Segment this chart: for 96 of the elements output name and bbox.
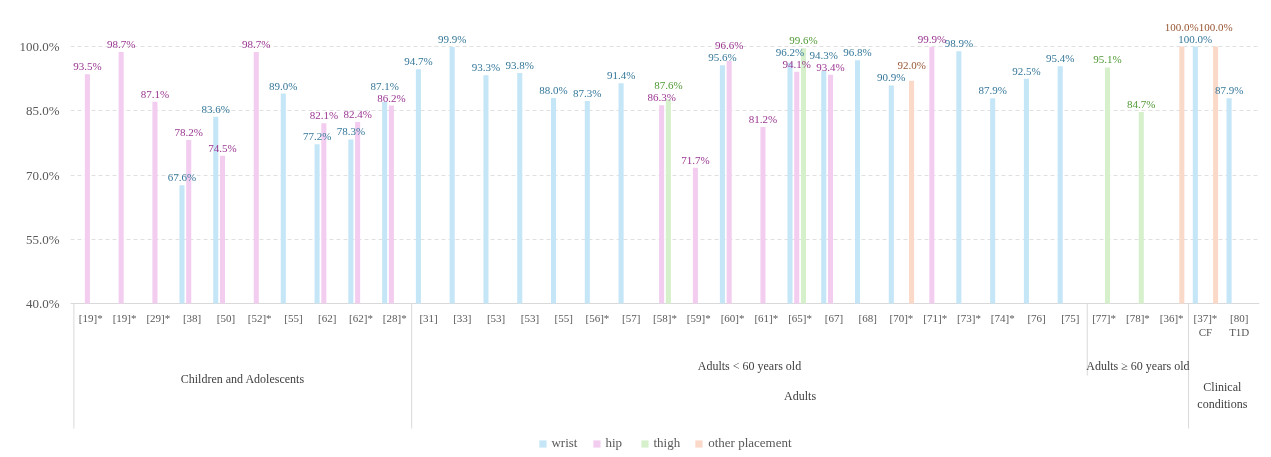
data-label: 98.7% [242,38,271,51]
legend-label: wrist [551,435,578,451]
legend-label: hip [605,435,624,451]
data-label: 87.6% [654,79,683,92]
x-tick-label: [70]* [889,311,914,324]
data-label: 82.4% [343,107,372,120]
data-label: 74.5% [208,141,237,154]
x-tick-label: [56]* [585,311,610,324]
y-tick-label: 85.0% [25,103,60,119]
y-tick-label: 70.0% [25,167,60,183]
x-tick-label: [36]* [1159,311,1184,324]
data-label: 94.1% [782,57,811,70]
data-label: 86.2% [377,91,406,104]
x-tick-label: [78]* [1125,311,1150,324]
x-tick-label: [57] [622,311,641,324]
text: Clinical conditions [1197,380,1248,411]
data-label: 77.2% [302,130,332,143]
x-tick-label: [55] [284,311,303,324]
x-tick-label: [77]* [1092,311,1117,324]
data-label: 100.0% [1164,20,1199,33]
x-tick-label: [19]* [112,311,137,324]
y-tick-label: 55.0% [25,231,60,247]
data-label: 78.3% [336,125,366,138]
data-label: 98.7% [106,38,136,51]
x-tick-label: [28]* [382,311,407,324]
x-tick-label: [67] [824,311,844,324]
x-tick-label: [59]* [686,311,711,324]
text: Adults [784,388,817,403]
x-tick-label: [33] [453,311,472,324]
x-tick-label: [60]* [720,311,745,324]
data-label: 94.3% [809,48,838,61]
x-tick-label: [73]* [957,311,981,324]
data-label: 93.5% [73,60,102,73]
x-tick-label: [76] [1027,311,1046,324]
x-tick-label: [80] T1D [1229,311,1250,338]
data-label: 87.9% [1214,84,1244,97]
text: Adults ≥ 60 years old [1086,358,1190,373]
data-label: 86.3% [647,91,676,104]
x-tick-label: [74]* [990,311,1015,324]
x-tick-label: [29]* [146,311,171,324]
data-label: 96.2% [775,45,805,58]
data-label: 91.4% [606,69,636,82]
x-tick-label: [65]* [788,311,813,324]
data-label: 93.3% [471,61,501,74]
data-label: 94.7% [404,55,433,68]
x-tick-label: [38] [182,311,202,324]
data-label: 89.0% [269,79,298,92]
data-label: 71.7% [681,153,710,166]
x-tick-label: [68] [858,311,877,324]
legend-label: other placement [708,435,792,451]
data-label: 87.1% [370,79,399,92]
x-tick-label: [52]* [247,311,272,324]
data-label: 100.0% [1178,32,1213,45]
data-label: 99.6% [789,33,818,46]
x-tick-label: [61]* [754,311,779,324]
data-label: 95.1% [1093,53,1122,66]
data-label: 96.6% [714,39,744,52]
data-label: 92.0% [897,59,926,72]
x-tick-label: [71]* [923,311,948,324]
x-tick-label: [50] [216,311,236,324]
data-label: 83.6% [201,102,230,115]
legend-label: thigh [653,435,681,451]
data-label: 87.3% [573,86,602,99]
text: Children and Adolescents [180,371,305,386]
data-label: 87.1% [140,87,170,100]
data-label: 90.9% [877,71,906,84]
x-tick-label: [19]* [78,311,103,324]
x-tick-label: [75] [1061,311,1080,324]
data-label: 99.9% [437,32,467,45]
data-label: 96.8% [843,46,872,59]
data-label: 98.9% [944,37,974,50]
data-label: 95.6% [708,51,737,64]
x-tick-label: [62] [318,311,337,324]
data-label: 78.2% [174,125,203,138]
y-tick-label: 40.0% [25,296,60,311]
x-tick-label: [62]* [349,311,373,324]
data-label: 84.7% [1127,98,1156,111]
data-label: 99.9% [917,32,947,45]
data-label: 93.4% [816,60,845,73]
x-tick-label: [31] [419,311,438,324]
text: Adults < 60 years old [697,358,802,373]
x-tick-label: [53] [520,311,540,324]
data-label: 93.8% [505,59,534,72]
data-label: 95.4% [1046,52,1075,65]
data-label: 67.6% [167,171,197,184]
data-label: 81.2% [748,113,778,126]
x-tick-label: [37]* CF [1193,311,1218,338]
data-label: 100.0% [1198,20,1233,33]
data-label: 82.1% [309,109,339,122]
data-label: 88.0% [539,83,568,96]
x-tick-label: [53] [486,311,506,324]
data-label: 92.5% [1012,64,1041,77]
x-tick-label: [55] [554,311,573,324]
y-tick-label: 100.0% [19,39,60,54]
data-label: 87.9% [978,84,1007,97]
x-tick-label: [58]* [653,311,677,324]
